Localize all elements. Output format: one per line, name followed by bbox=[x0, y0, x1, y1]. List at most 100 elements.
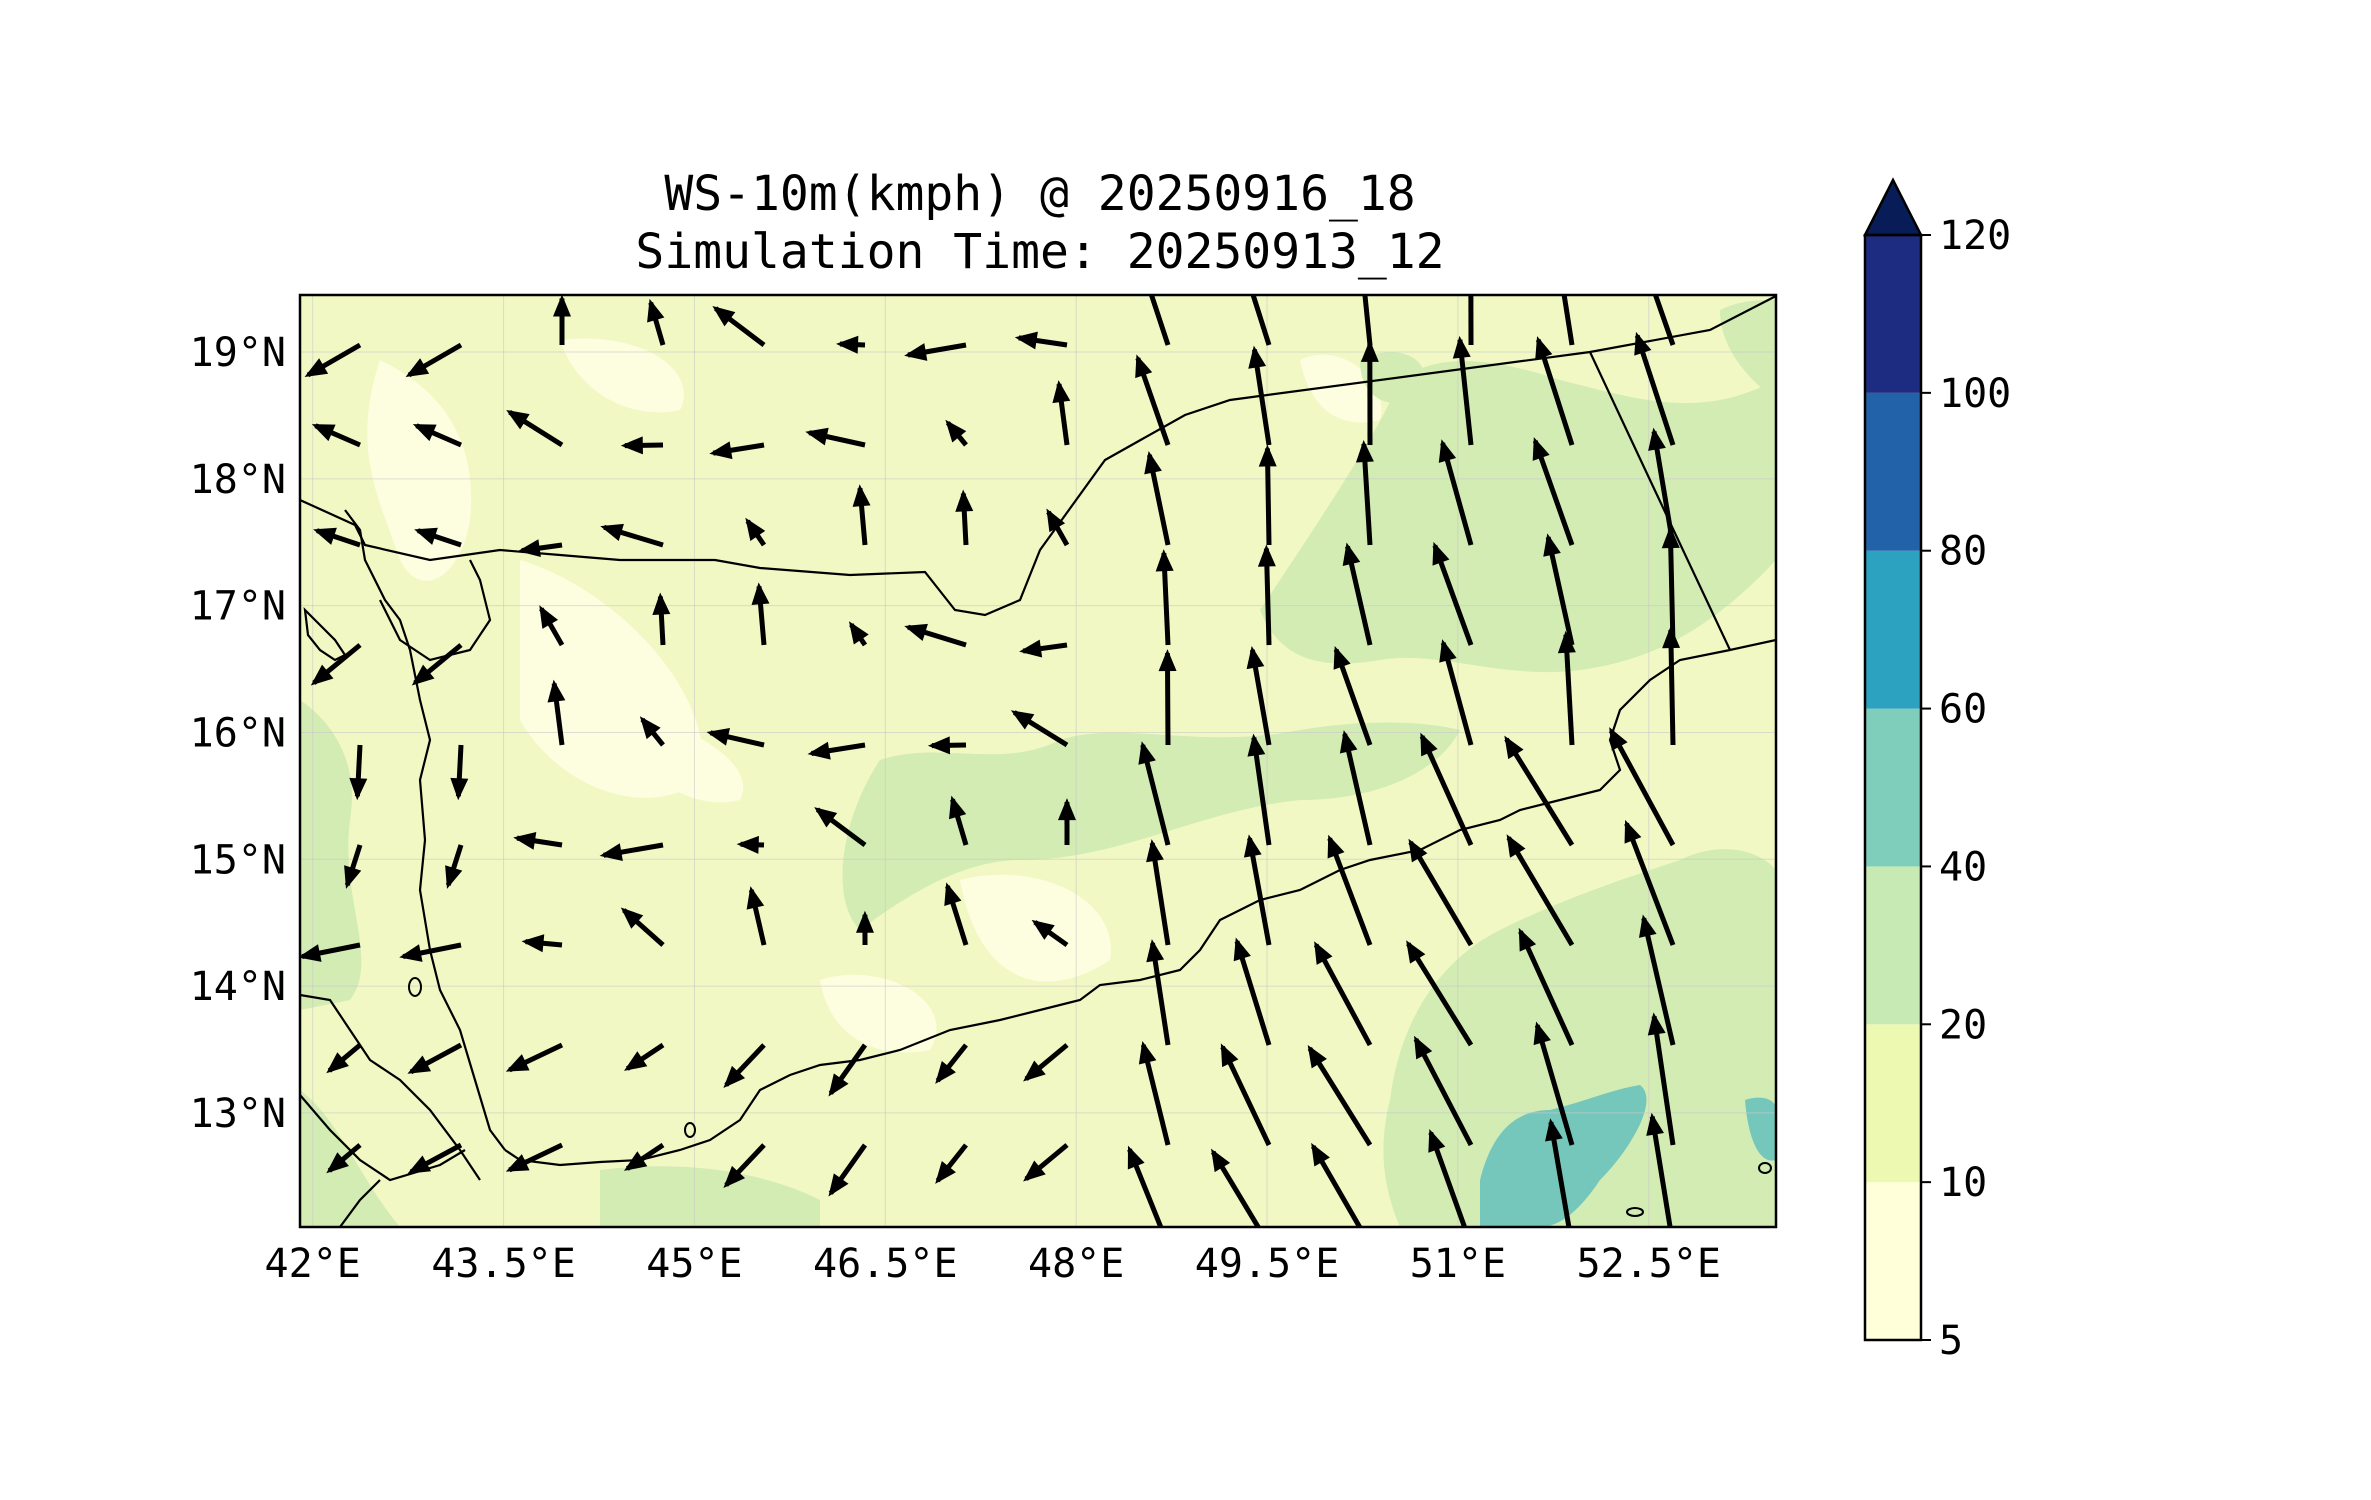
wind-arrow bbox=[948, 795, 969, 846]
wind-arrow bbox=[414, 527, 462, 548]
wind-arrow bbox=[1146, 939, 1171, 1046]
wind-arrow bbox=[620, 436, 664, 455]
wind-arrow bbox=[1023, 1043, 1069, 1082]
wind-arrow bbox=[311, 423, 361, 448]
wind-arrow bbox=[1608, 727, 1676, 847]
wind-arrow bbox=[1127, 1145, 1164, 1227]
wind-arrow bbox=[1333, 645, 1373, 746]
saudi-coast-north bbox=[379, 559, 492, 662]
wind-arrow bbox=[300, 942, 361, 962]
wind-arrow bbox=[1257, 544, 1276, 646]
colorbar-tick-label: 10 bbox=[1939, 1160, 1987, 1206]
wind-arrow bbox=[1360, 339, 1379, 446]
colorbar-tick-label: 5 bbox=[1939, 1318, 1963, 1364]
colorbar-tick-label: 40 bbox=[1939, 844, 1987, 890]
wind-arrow bbox=[1557, 630, 1576, 746]
map-frame bbox=[298, 293, 1778, 1229]
wind-arrow bbox=[709, 441, 765, 460]
wind-arrow bbox=[1532, 437, 1575, 546]
wind-arrow bbox=[1468, 295, 1474, 346]
wind-arrow bbox=[745, 517, 767, 547]
graticule-gridlines bbox=[300, 295, 1776, 1227]
wind-arrow bbox=[1019, 639, 1068, 658]
colorbar-tick-label: 80 bbox=[1939, 529, 1987, 575]
wind-arrow bbox=[1258, 444, 1277, 546]
wind-arrow bbox=[399, 942, 462, 962]
wind-arrow bbox=[1634, 331, 1676, 446]
wind-arrow bbox=[313, 527, 361, 548]
wind-arrow bbox=[513, 831, 563, 850]
wind-arrow bbox=[1504, 735, 1575, 847]
wind-arrow bbox=[1014, 331, 1068, 350]
map-subtitle: Simulation Time: 20250913_12 bbox=[635, 224, 1445, 280]
wind-vector-arrows bbox=[300, 295, 1681, 1227]
wind-arrow bbox=[547, 679, 566, 746]
wind-arrow bbox=[599, 842, 664, 862]
wind-arrow bbox=[1648, 427, 1676, 546]
colorbar-segment bbox=[1865, 550, 1921, 709]
wind-arrow bbox=[445, 844, 464, 889]
wind-arrow bbox=[955, 489, 974, 546]
wind-arrow bbox=[1057, 798, 1076, 846]
wind-arrow bbox=[405, 342, 463, 378]
wind-arrow bbox=[1310, 1142, 1363, 1227]
wind-arrow bbox=[639, 716, 665, 747]
colorbar-tick-label: 60 bbox=[1939, 687, 1987, 733]
longitude-tick-label: 48°E bbox=[1028, 1241, 1124, 1287]
wind-arrow bbox=[1518, 927, 1575, 1047]
wind-arrow bbox=[411, 643, 463, 686]
wind-arrow bbox=[945, 419, 968, 447]
longitude-axis: 42°E 43.5°E 45°E 46.5°E 48°E 49.5°E 51°E 52.5°E bbox=[265, 1241, 1721, 1287]
wind-arrow bbox=[904, 623, 967, 648]
wind-arrow bbox=[1406, 940, 1474, 1047]
wind-arrow bbox=[1046, 508, 1070, 547]
colorbar-segment bbox=[1865, 866, 1921, 1025]
wind-arrow bbox=[1052, 380, 1071, 446]
wind-arrow bbox=[1661, 526, 1680, 646]
wind-arrow bbox=[852, 484, 871, 546]
latitude-tick-label: 18°N bbox=[190, 457, 286, 503]
wind-arrow bbox=[1135, 354, 1171, 446]
wind-arrow bbox=[1307, 1044, 1373, 1147]
wind-arrow bbox=[620, 907, 665, 947]
wind-arrow bbox=[807, 741, 866, 760]
wind-arrow bbox=[1138, 741, 1171, 846]
yemen-oman-coast bbox=[504, 648, 1731, 1167]
wind-arrow bbox=[712, 305, 766, 347]
longitude-tick-label: 46.5°E bbox=[813, 1241, 958, 1287]
wind-arrow bbox=[521, 934, 563, 953]
wind-arrow bbox=[623, 1142, 665, 1171]
wind-arrow bbox=[805, 427, 866, 448]
wind-speed-20-40-band bbox=[300, 300, 1776, 1227]
coastlines-and-borders bbox=[300, 295, 1776, 1227]
colorbar-segment bbox=[1865, 1182, 1921, 1340]
colorbar-segment bbox=[1865, 708, 1921, 867]
saudi-yemen-border bbox=[300, 295, 1776, 617]
wind-arrow bbox=[1662, 626, 1681, 746]
longitude-tick-label: 51°E bbox=[1410, 1241, 1506, 1287]
latitude-tick-label: 15°N bbox=[190, 837, 286, 883]
colorbar-segment bbox=[1865, 392, 1921, 551]
wind-arrow bbox=[736, 835, 765, 854]
wind-arrow bbox=[407, 1142, 463, 1175]
wind-arrow bbox=[1010, 710, 1069, 748]
wind-arrow bbox=[1138, 1041, 1171, 1146]
colorbar-frame bbox=[1863, 233, 1923, 1342]
wind-arrow bbox=[1023, 1143, 1069, 1182]
colorbar-tick-label: 20 bbox=[1939, 1002, 1987, 1048]
wind-arrow bbox=[1313, 941, 1373, 1047]
colorbar-extend-arrow bbox=[1862, 177, 1924, 237]
colorbar: 5 10 20 40 60 80 100 120 bbox=[1862, 177, 2011, 1364]
wind-arrow bbox=[1148, 295, 1171, 346]
wind-speed-40-60-band bbox=[1480, 1085, 1776, 1227]
djibouti-border bbox=[339, 1179, 381, 1227]
wind-arrow bbox=[1652, 295, 1676, 346]
wind-arrow bbox=[1146, 839, 1171, 946]
wind-arrow bbox=[927, 736, 967, 755]
wind-arrow bbox=[1158, 649, 1177, 746]
wind-arrow bbox=[1362, 295, 1373, 346]
horn-of-africa-coast bbox=[300, 993, 481, 1181]
wind-arrow bbox=[1248, 345, 1272, 446]
wind-arrow bbox=[505, 1142, 564, 1173]
